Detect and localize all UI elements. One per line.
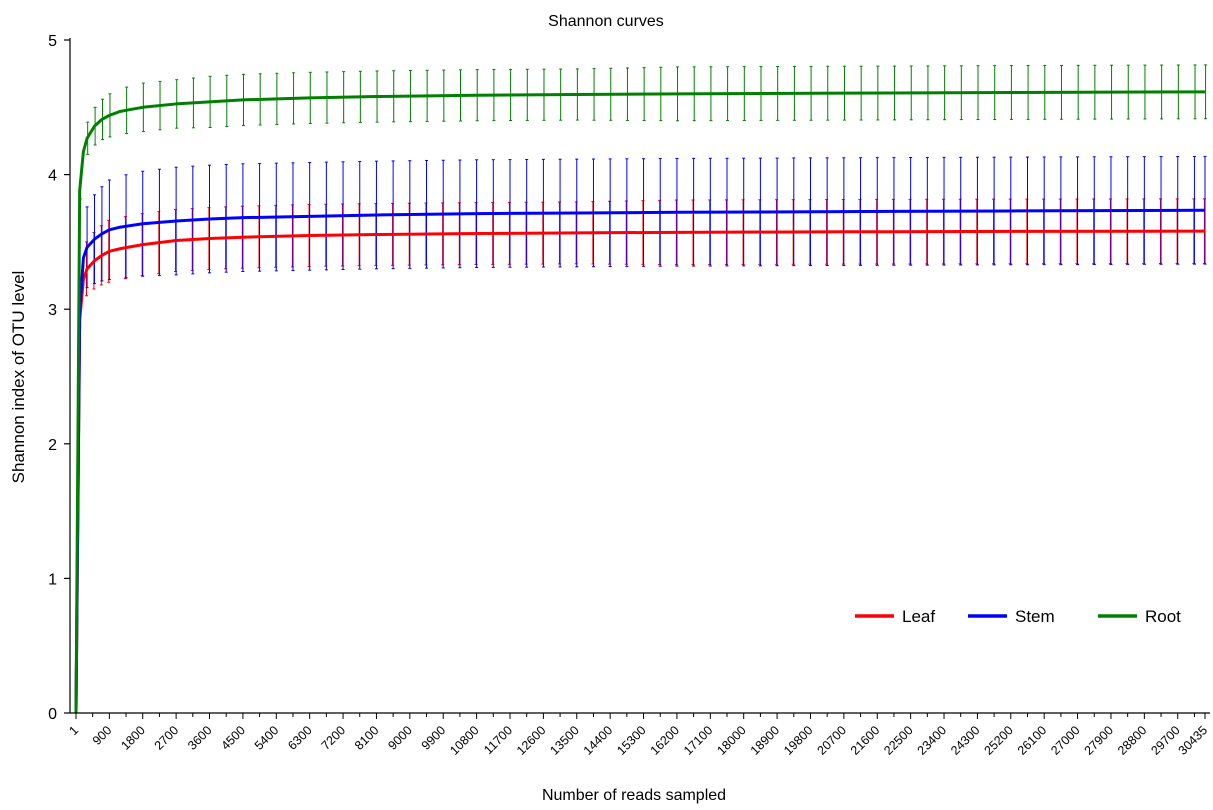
x-tick-label: 25200 xyxy=(981,723,1016,758)
x-tick-label: 9000 xyxy=(385,723,415,753)
x-tick-label: 2700 xyxy=(152,723,182,753)
x-tick-label: 1 xyxy=(66,723,81,738)
series-lines xyxy=(74,90,1206,714)
x-axis-label: Number of reads sampled xyxy=(542,787,726,804)
x-tick-label: 16200 xyxy=(648,723,683,758)
x-tick-label: 13500 xyxy=(547,723,582,758)
x-tick-label: 24300 xyxy=(948,723,983,758)
y-tick-label: 5 xyxy=(48,33,57,50)
x-tick-label: 1800 xyxy=(118,723,148,753)
x-tick-label: 18000 xyxy=(714,723,749,758)
y-tick-label: 2 xyxy=(48,437,57,454)
x-tick-label: 8100 xyxy=(352,723,382,753)
x-tick-label: 29700 xyxy=(1148,723,1183,758)
x-tick-label: 22500 xyxy=(881,723,916,758)
legend: Leaf Stem Root xyxy=(855,607,1181,626)
y-tick-label: 1 xyxy=(48,571,57,588)
x-tick-label: 15300 xyxy=(614,723,649,758)
x-tick-label: 14400 xyxy=(581,723,616,758)
y-tick-label: 3 xyxy=(48,302,57,319)
x-tick-label: 5400 xyxy=(252,723,282,753)
y-axis-label: Shannon index of OTU level xyxy=(9,271,28,484)
chart-title: Shannon curves xyxy=(548,13,664,30)
y-tick-label: 0 xyxy=(48,706,57,723)
x-tick-label: 10800 xyxy=(447,723,482,758)
legend-label-root: Root xyxy=(1145,607,1181,626)
y-tick-label: 4 xyxy=(48,168,57,185)
x-tick-label: 11700 xyxy=(481,723,515,757)
x-tick-label: 18900 xyxy=(748,723,783,758)
error-bars xyxy=(77,64,1208,334)
x-tick-label: 12600 xyxy=(514,723,549,758)
x-tick-label: 7200 xyxy=(319,723,349,753)
x-tick-label: 23400 xyxy=(915,723,950,758)
x-tick-label: 26100 xyxy=(1015,723,1050,758)
x-tick-label: 27900 xyxy=(1082,723,1117,758)
series-line-leaf xyxy=(74,229,1206,714)
x-tick-label: 28800 xyxy=(1115,723,1150,758)
y-ticks: 0 1 2 3 4 5 xyxy=(48,33,70,723)
x-tick-label: 27000 xyxy=(1048,723,1083,758)
x-tick-label: 21600 xyxy=(848,723,883,758)
x-tick-label: 3600 xyxy=(185,723,215,753)
x-ticks: 1 900 1800 2700 3600 4500 5400 6300 7200 8100 9000… xyxy=(66,713,1210,758)
x-tick-label: 30435 xyxy=(1176,723,1211,758)
legend-label-leaf: Leaf xyxy=(902,607,935,626)
x-tick-label: 900 xyxy=(90,723,115,748)
x-tick-label: 17100 xyxy=(681,723,716,758)
x-tick-label: 19800 xyxy=(781,723,816,758)
x-tick-label: 20700 xyxy=(815,723,850,758)
x-tick-label: 9900 xyxy=(419,723,449,753)
x-tick-label: 6300 xyxy=(285,723,315,753)
legend-label-stem: Stem xyxy=(1015,607,1055,626)
x-tick-label: 4500 xyxy=(218,723,248,753)
series-line-stem xyxy=(74,208,1206,714)
series-line-root xyxy=(74,90,1206,714)
